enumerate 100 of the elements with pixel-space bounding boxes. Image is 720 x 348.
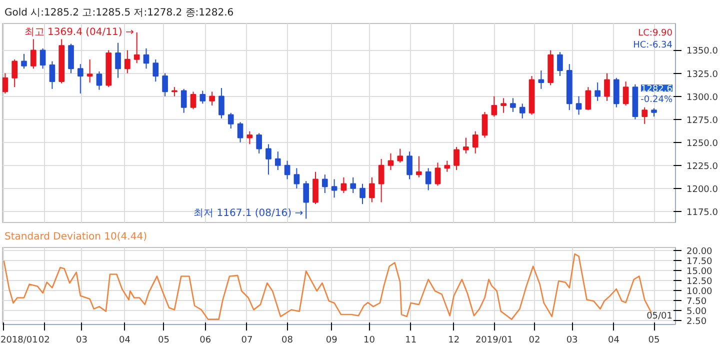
annotation: 최저 1167.1 (08/16) → (194, 208, 304, 220)
annotation: LC:9.90 (638, 28, 673, 38)
candlestick (642, 106, 648, 124)
candlestick (434, 162, 441, 186)
candlestick (237, 122, 244, 143)
y-tick-label: 1175.0 (686, 208, 718, 218)
candlestick (190, 91, 196, 110)
candlestick (378, 158, 384, 203)
y-tick-label: 1200.0 (686, 184, 718, 195)
x-tick-label: 02 (528, 336, 540, 346)
x-tick-label: 03 (566, 336, 578, 346)
candlestick (406, 151, 412, 180)
candlestick (2, 72, 8, 94)
candlestick (180, 88, 187, 114)
candlestick (557, 52, 563, 77)
x-tick-label: 04 (119, 336, 131, 346)
x-tick-label: 06 (200, 336, 212, 346)
x-tick-label: 2019/01 (475, 336, 513, 346)
candlestick (594, 82, 601, 102)
candlestick (12, 58, 18, 88)
candlestick (77, 64, 84, 94)
y-tick-label: 15.00 (686, 267, 713, 278)
candlestick (86, 58, 93, 83)
candlestick (30, 38, 36, 70)
candlestick (416, 156, 422, 178)
candlestick (388, 152, 394, 170)
candlestick (143, 48, 150, 70)
x-tick-label: 05 (648, 336, 660, 346)
candlestick (209, 91, 215, 106)
candlestick (350, 176, 356, 194)
candlestick (538, 70, 544, 90)
candlestick (200, 90, 206, 104)
chart-title: Standard Deviation 10(4.44) (4, 232, 148, 242)
candlestick (115, 42, 121, 78)
candlestick (491, 96, 498, 118)
candlestick (294, 168, 300, 189)
x-tick-label: 11 (405, 336, 417, 346)
candlestick (246, 130, 253, 145)
x-tick-label: 09 (326, 336, 338, 346)
annotation: 최고 1369.4 (04/11) → (24, 26, 134, 38)
candlestick (21, 53, 27, 70)
candlestick (340, 176, 347, 194)
candlestick (322, 174, 328, 194)
y-tick-label: 1250.0 (686, 138, 718, 149)
y-tick-label: 2.50 (686, 317, 707, 328)
candlestick (331, 178, 338, 198)
x-tick-label: 04 (608, 336, 620, 346)
annotation: 05/01 (646, 311, 672, 322)
candlestick (134, 32, 140, 64)
x-tick-label: 02 (38, 336, 50, 346)
y-tick-label: 1300.0 (686, 92, 718, 103)
candlestick (312, 171, 318, 205)
candlestick (368, 176, 375, 203)
x-tick-label: 07 (241, 336, 253, 346)
candlestick (472, 130, 478, 154)
candlestick (585, 86, 592, 111)
y-tick-label: 5.00 (686, 307, 707, 318)
x-tick-label: 12 (448, 336, 460, 346)
x-tick-label: 2018/01 (0, 336, 38, 346)
candlestick (397, 148, 404, 164)
candlestick (256, 132, 262, 154)
candlestick (425, 168, 432, 191)
candlestick (274, 151, 281, 170)
candlestick (162, 72, 168, 97)
y-tick-label: 1275.0 (686, 116, 718, 126)
annotation: -0.24% (640, 95, 673, 106)
candlestick (454, 146, 460, 170)
y-tick-label: 17.50 (686, 257, 713, 268)
candlestick (604, 72, 610, 102)
candlestick (40, 48, 46, 70)
x-tick-label: 10 (364, 336, 376, 346)
candlestick (500, 98, 506, 114)
x-tick-label: 05 (158, 336, 170, 346)
candlestick (576, 96, 582, 116)
candlestick (68, 43, 74, 74)
candlestick (266, 144, 272, 176)
candlestick (96, 70, 102, 90)
candlestick (444, 160, 450, 172)
y-tick-label: 20.00 (686, 247, 713, 258)
candlestick (218, 87, 224, 119)
chart-title: Gold 시:1285.2 고:1285.5 저:1278.2 종:1282.6 (4, 8, 234, 18)
candlestick (482, 111, 488, 138)
y-tick-label: 10.00 (686, 287, 713, 298)
x-tick-label: 03 (76, 336, 88, 346)
candlestick (622, 81, 629, 106)
y-tick-label: 1325.0 (686, 70, 718, 80)
candlestick (303, 180, 310, 220)
y-tick-label: 7.50 (686, 297, 707, 308)
candlestick (519, 103, 526, 119)
annotation: HC:-6.34 (633, 40, 673, 50)
candlestick (463, 137, 469, 154)
candlestick (124, 50, 130, 74)
y-tick-label: 1225.0 (686, 162, 718, 172)
y-tick-label: 1350.0 (686, 46, 718, 57)
x-tick-label: 08 (282, 336, 294, 346)
y-tick-label: 12.50 (686, 277, 713, 288)
candlestick (284, 160, 290, 180)
candlestick (360, 183, 366, 205)
candlestick (152, 58, 159, 82)
candlestick (228, 112, 234, 130)
